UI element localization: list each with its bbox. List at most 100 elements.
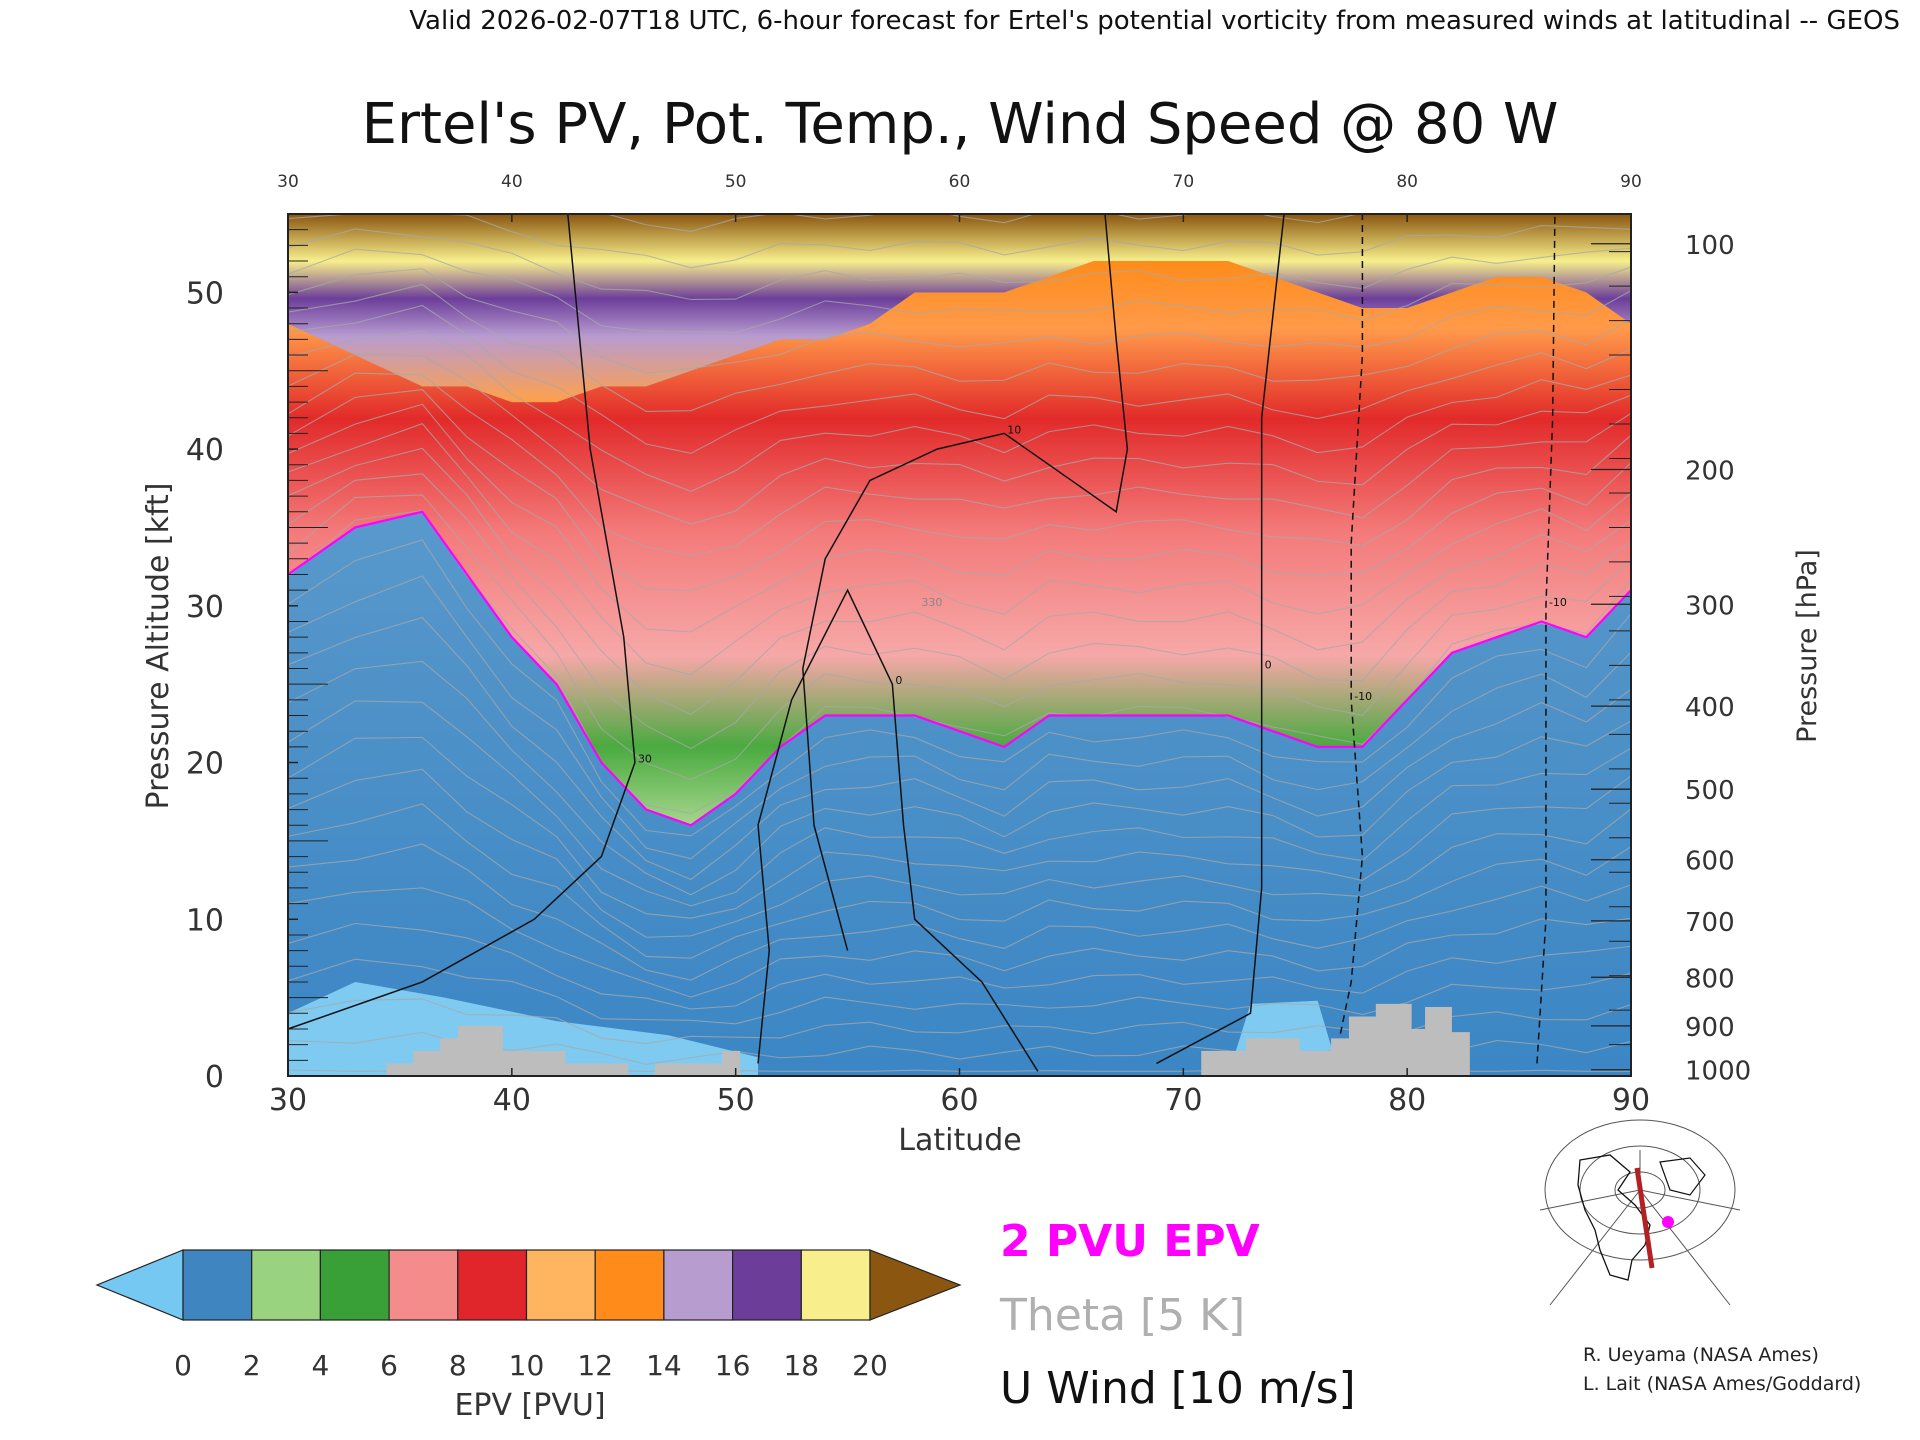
- theta-contour-line: [288, 843, 1631, 981]
- colorbar-tick-label: 6: [380, 1349, 398, 1382]
- x-top-tick-label: 50: [725, 172, 747, 192]
- y-right-tick-label: 400: [1685, 693, 1735, 723]
- credit-line-1: R. Ueyama (NASA Ames): [1583, 1344, 1819, 1366]
- y-right-tick-label: 100: [1685, 231, 1735, 261]
- colorbar-tick-label: 12: [577, 1349, 613, 1382]
- theta-contour-line: [288, 330, 1631, 492]
- x-axis-top: 30 40 50 60 70 80 90: [277, 172, 1642, 222]
- terrain: [288, 1003, 1631, 1076]
- y-right-tick-label: 800: [1685, 964, 1735, 994]
- y-tick-label: 20: [186, 747, 224, 782]
- y-axis-left: 0 10 20 30 40 50: [186, 229, 328, 1095]
- y-right-tick-label: 300: [1685, 591, 1735, 621]
- colorbar-extend-low: [95, 1249, 184, 1321]
- x-axis-bottom: 30 40 50 60 70 80 90: [269, 1068, 1650, 1118]
- colorbar-tick-label: 20: [852, 1349, 888, 1382]
- y-tick-label: 30: [186, 590, 224, 625]
- epv-band-stratosphere: [288, 261, 1631, 826]
- y-axis-label-right: Pressure [hPa]: [1792, 549, 1823, 743]
- theta-contour-line: [288, 248, 1631, 334]
- x-tick-label: 30: [269, 1083, 307, 1118]
- theta-contour-line: [288, 473, 1631, 750]
- credit-line-2: L. Lait (NASA Ames/Goddard): [1583, 1373, 1861, 1395]
- pvu2-contour: [288, 510, 1631, 827]
- y-tick-label: 10: [186, 903, 224, 938]
- y-right-tick-label: 1000: [1685, 1057, 1751, 1087]
- u-wind-contour-label: 0: [895, 674, 902, 687]
- epv-band-low-left: [288, 981, 759, 1076]
- theta-contour-line: [288, 575, 1631, 860]
- legend-theta: Theta [5 K]: [999, 1290, 1245, 1341]
- x-tick-label: 80: [1388, 1083, 1426, 1118]
- terrain-fill: [288, 1003, 1631, 1076]
- colorbar-segment: [388, 1249, 459, 1321]
- colorbar-segment: [594, 1249, 665, 1321]
- u-wind-contour-line: [1334, 214, 1364, 1058]
- y-right-tick-label: 900: [1685, 1013, 1735, 1043]
- legend-epv: 2 PVU EPV: [1000, 1216, 1260, 1267]
- u-wind-contour-label: 10: [1007, 423, 1021, 436]
- theta-contour-line: [288, 616, 1631, 881]
- epv-heatmap: [288, 214, 1631, 1076]
- valid-time-header: Valid 2026-02-07T18 UTC, 6-hour forecast…: [409, 6, 1900, 36]
- colorbar-tick-label: 10: [509, 1349, 545, 1382]
- theta-contour-line: [288, 447, 1631, 716]
- legend-u-wind: U Wind [10 m/s]: [1000, 1363, 1356, 1414]
- theta-label: 330: [921, 596, 942, 609]
- y-axis-label-left: Pressure Altitude [kft]: [141, 483, 176, 810]
- theta-contour-line: [288, 887, 1631, 998]
- y-right-tick-label: 200: [1685, 456, 1735, 486]
- theta-contour-line: [288, 372, 1631, 556]
- theta-contour-line: [288, 494, 1631, 781]
- x-top-tick-label: 70: [1173, 172, 1195, 192]
- theta-contour-line: [288, 214, 1631, 269]
- colorbar-tick-label: 4: [311, 1349, 329, 1382]
- theta-contour-line: [288, 304, 1631, 454]
- theta-contour-line: [605, 214, 1361, 232]
- chart-title: Ertel's PV, Pot. Temp., Wind Speed @ 80 …: [362, 92, 1559, 157]
- u-wind-contour-line: [1536, 214, 1556, 1064]
- y-axis-right: 1000 900 800 700 600 500 400 300 200 100: [1591, 231, 1751, 1087]
- y-right-tick-label: 500: [1685, 776, 1735, 806]
- theta-contour-line: [288, 403, 1631, 633]
- location-dot-icon: [1662, 1216, 1674, 1228]
- colorbar-segment: [800, 1249, 871, 1321]
- y-right-tick-label: 700: [1685, 908, 1735, 938]
- theta-contour-line: [288, 700, 1631, 907]
- u-wind-contour-label: 30: [638, 753, 652, 766]
- epv-band-upper: [288, 214, 1631, 403]
- x-tick-label: 90: [1612, 1083, 1650, 1118]
- y-tick-label: 50: [186, 276, 224, 311]
- colorbar-segment: [525, 1249, 596, 1321]
- theta-contour-line: [288, 803, 1631, 959]
- u-wind-contour-line: [802, 214, 1129, 951]
- colorbar-segment: [731, 1249, 802, 1321]
- x-tick-label: 70: [1164, 1083, 1202, 1118]
- colorbar-tick-label: 8: [449, 1349, 467, 1382]
- x-top-tick-label: 60: [949, 172, 971, 192]
- colorbar-segment: [182, 1249, 253, 1321]
- theta-contour-line: [288, 768, 1631, 938]
- inset-map: [1539, 1119, 1741, 1306]
- theta-contour-line: [288, 958, 1631, 1025]
- colorbar-segment: [457, 1249, 528, 1321]
- colorbar-segment: [663, 1249, 734, 1321]
- theta-contour-line: [288, 283, 1631, 412]
- colorbar-tick-label: 18: [783, 1349, 819, 1382]
- x-top-tick-label: 80: [1396, 172, 1418, 192]
- theta-contour-line: [288, 539, 1631, 837]
- u-wind-contour-label: 0: [1265, 659, 1272, 672]
- y-right-tick-label: 600: [1685, 847, 1735, 877]
- pvu2-line: [288, 510, 1631, 827]
- theta-contour-line: [288, 389, 1631, 592]
- u-wind-contours: 10 0 0 30 -10 -10: [288, 214, 1567, 1072]
- colorbar-segment: [319, 1249, 390, 1321]
- colorbar-tick-label: 16: [715, 1349, 751, 1382]
- x-tick-label: 40: [493, 1083, 531, 1118]
- theta-contour-line: [288, 228, 1631, 301]
- theta-contour-line: [288, 423, 1631, 676]
- colorbar-extend-high: [869, 1249, 962, 1321]
- x-tick-label: 50: [717, 1083, 755, 1118]
- colorbar-tick-label: 14: [646, 1349, 682, 1382]
